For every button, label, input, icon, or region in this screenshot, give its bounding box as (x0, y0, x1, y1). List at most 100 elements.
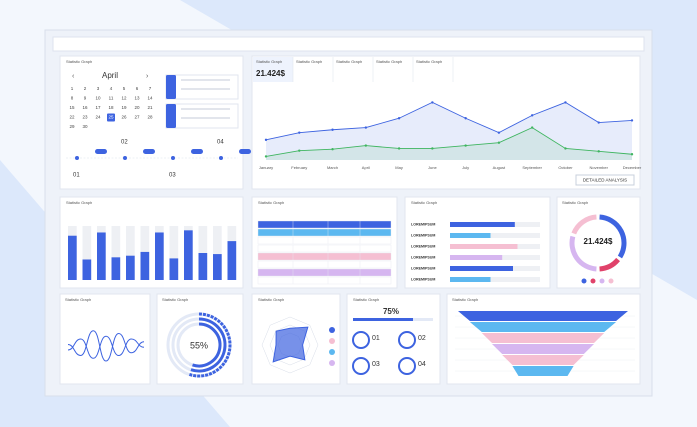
timeline-label: 03 (169, 173, 176, 179)
bar (140, 251, 150, 280)
top-bar (52, 36, 645, 52)
calendar-day: 25 (108, 115, 114, 120)
bar (198, 253, 208, 280)
timeline-label: 02 (121, 140, 128, 146)
item-ring (352, 357, 370, 375)
panel-title: Statistic Graph (258, 297, 284, 302)
timeline-pill (143, 149, 155, 154)
x-tick-label: February (291, 165, 307, 170)
bar-track (111, 226, 121, 280)
hbar-track (450, 277, 540, 282)
bar (213, 254, 222, 280)
hbar (450, 233, 491, 238)
legend-dot (329, 360, 335, 366)
series-line (265, 127, 633, 157)
funnel-layer (502, 355, 584, 365)
wave-line (67, 330, 145, 362)
ring-arc (188, 312, 232, 378)
series-point (431, 101, 434, 104)
calendar-day: 9 (84, 96, 87, 101)
calendar-day: 5 (123, 86, 126, 91)
donut-segment (571, 214, 597, 235)
donut-segment (599, 214, 627, 259)
calendar-day: 4 (110, 86, 113, 91)
funnel-layer (481, 333, 605, 343)
panel-title: Statistic Graph (65, 297, 91, 302)
hbar (450, 244, 518, 249)
category-label: LOREMIPSUM (411, 266, 435, 270)
hbar (450, 222, 515, 227)
panel-title: Statistic Graph (66, 59, 92, 64)
calendar-day: 20 (134, 105, 140, 110)
legend-dot (599, 278, 605, 284)
donut-segment (599, 257, 621, 272)
series-point (597, 121, 600, 124)
calendar-day: 8 (71, 96, 74, 101)
calendar-day: 23 (82, 115, 88, 120)
calendar-month: April (102, 71, 118, 80)
calendar-day: 21 (147, 105, 153, 110)
bar (68, 235, 77, 280)
category-label: LOREMIPSUM (411, 244, 435, 248)
x-tick-label: May (395, 165, 403, 170)
bar (184, 230, 193, 280)
x-tick-label: April (362, 165, 370, 170)
x-tick-label: August (493, 165, 506, 170)
series-point (530, 114, 534, 117)
x-tick-label: November (590, 165, 609, 170)
calendar-day: 27 (134, 115, 140, 120)
series-point (630, 119, 634, 122)
calendar-day: 1 (71, 86, 74, 91)
tab-label: Statistic Graph (376, 59, 402, 64)
ring-value: 55% (190, 340, 208, 350)
panel (404, 196, 551, 289)
x-tick-label: December (623, 165, 642, 170)
x-tick-label: January (259, 165, 273, 170)
bar (126, 255, 135, 280)
detail-button-label[interactable]: DETAILED ANALYSIS (583, 178, 627, 183)
x-tick-label: June (428, 165, 437, 170)
category-label: LOREMIPSUM (411, 233, 435, 237)
panel-title: Statistic Graph (452, 297, 478, 302)
hbar (450, 266, 513, 271)
panel (251, 55, 641, 190)
radar-grid (269, 324, 311, 366)
series-point (298, 131, 301, 134)
calendar-day: 29 (69, 124, 75, 129)
radar-area (272, 326, 309, 363)
timeline-dot (75, 156, 79, 160)
bar (155, 232, 164, 280)
series-point (331, 128, 334, 131)
calendar-day: 28 (147, 115, 153, 120)
series-point (364, 126, 368, 129)
series-point (530, 126, 534, 129)
timeline-pill (95, 149, 107, 154)
headline: 21.424$ (256, 69, 285, 78)
series-point (464, 117, 467, 120)
radar-grid (261, 316, 319, 374)
category-label: LOREMIPSUM (411, 222, 435, 226)
funnel-layer (469, 322, 617, 332)
series-point (597, 150, 600, 153)
headline: 21.424$ (584, 237, 613, 246)
timeline-dot (123, 156, 127, 160)
x-tick-label: March (327, 165, 338, 170)
legend-dot (581, 278, 587, 284)
series-point (497, 131, 501, 134)
tab-label: Statistic Graph (296, 59, 322, 64)
timeline-label: 04 (217, 140, 224, 146)
panel (59, 293, 151, 385)
series-point (397, 147, 401, 150)
calendar-day: 30 (82, 124, 88, 129)
table-row (257, 220, 392, 229)
series-point (331, 148, 334, 151)
calendar-day: 15 (69, 105, 75, 110)
calendar-day: 26 (121, 115, 127, 120)
detail-button[interactable] (575, 174, 635, 186)
series-point (564, 147, 567, 150)
category-label: LOREMIPSUM (411, 277, 435, 281)
selected-day (107, 113, 115, 122)
timeline-label: 01 (73, 173, 80, 179)
series-point (431, 147, 434, 150)
bar (97, 232, 106, 280)
